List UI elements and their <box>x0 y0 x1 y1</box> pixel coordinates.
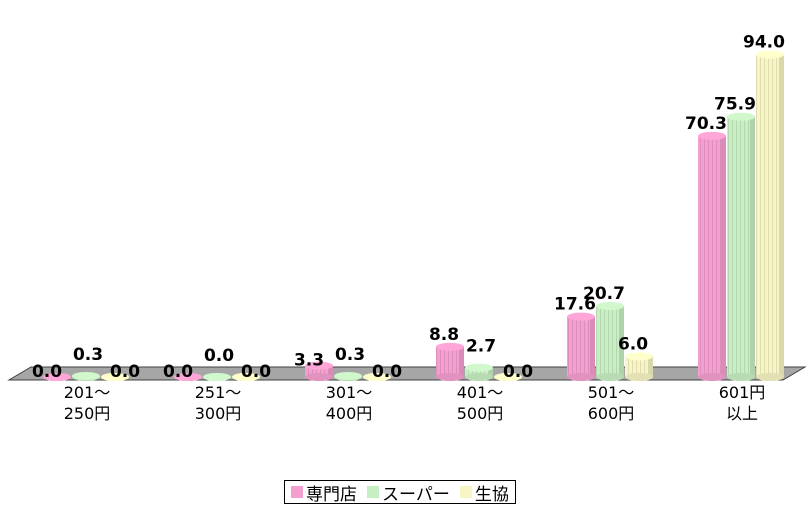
category-label-4-line-2: 500円 <box>457 404 504 423</box>
bar-3-series-2 <box>334 371 362 381</box>
category-label-3-line-1: 301〜 <box>326 383 373 402</box>
bar-3-series-3 <box>363 373 391 381</box>
bar-5-series-1 <box>567 312 595 381</box>
bar-4-series-1 <box>436 342 464 381</box>
category-label-6-line-2: 以上 <box>726 404 758 423</box>
data-label-5-series-3: 6.0 <box>618 334 648 354</box>
data-label-2-series-2: 0.0 <box>204 346 234 366</box>
chart-legend: 専門店 スーパー 生協 <box>284 480 516 505</box>
data-label-3-series-3: 0.0 <box>372 362 402 382</box>
data-label-5-series-2: 20.7 <box>583 284 625 304</box>
bar-2-series-1 <box>174 373 202 381</box>
bar-5-series-3 <box>625 352 653 381</box>
category-label-5-line-2: 600円 <box>588 404 635 423</box>
legend-item-series-1: 専門店 <box>291 480 357 505</box>
data-label-5-series-1: 17.6 <box>554 295 596 315</box>
data-label-1-series-2: 0.3 <box>73 345 103 365</box>
bar-5-series-2 <box>596 301 624 381</box>
bar-1-series-3 <box>101 373 129 381</box>
bar-6-series-2 <box>727 112 755 381</box>
legend-label-series-3: 生協 <box>474 484 509 505</box>
bar-3-series-1 <box>305 361 333 381</box>
bar-2-series-2 <box>203 373 231 381</box>
category-label-2-line-1: 251〜 <box>195 383 242 402</box>
data-label-3-series-1: 3.3 <box>294 351 324 371</box>
bar-2-series-3 <box>232 373 260 381</box>
data-label-6-series-1: 70.3 <box>685 114 727 134</box>
legend-item-series-3: 生協 <box>459 480 509 505</box>
data-label-2-series-1: 0.0 <box>163 362 193 382</box>
legend-label-series-1: 専門店 <box>306 484 357 505</box>
data-label-1-series-1: 0.0 <box>32 362 62 382</box>
category-label-4-line-1: 401〜 <box>457 383 504 402</box>
legend-swatch-series-3 <box>459 486 472 498</box>
category-label-5-line-1: 501〜 <box>588 383 635 402</box>
bar-4-series-2 <box>465 363 493 381</box>
data-label-2-series-3: 0.0 <box>241 362 271 382</box>
data-label-6-series-3: 94.0 <box>743 33 785 53</box>
category-label-2-line-2: 300円 <box>195 404 242 423</box>
bar-6-series-3 <box>756 50 784 381</box>
data-label-6-series-2: 75.9 <box>714 95 756 115</box>
bar-6-series-1 <box>698 131 726 381</box>
legend-swatch-series-1 <box>291 486 303 498</box>
legend-swatch-series-2 <box>367 486 379 498</box>
category-label-6-line-1: 601円 <box>719 383 766 402</box>
legend-label-series-2: スーパー <box>382 484 450 505</box>
data-label-3-series-2: 0.3 <box>335 345 365 365</box>
category-label-1-line-1: 201〜 <box>64 383 111 402</box>
data-label-4-series-2: 2.7 <box>466 337 496 357</box>
data-label-4-series-3: 0.0 <box>503 362 533 382</box>
bar-1-series-1 <box>43 373 71 381</box>
category-label-1-line-2: 250円 <box>64 404 111 423</box>
bar-1-series-2 <box>72 371 100 381</box>
category-label-3-line-2: 400円 <box>326 404 373 423</box>
bar-4-series-3 <box>494 373 522 381</box>
data-label-4-series-1: 8.8 <box>429 325 459 345</box>
legend-item-series-2: スーパー <box>367 480 450 505</box>
data-label-1-series-3: 0.0 <box>110 362 140 382</box>
